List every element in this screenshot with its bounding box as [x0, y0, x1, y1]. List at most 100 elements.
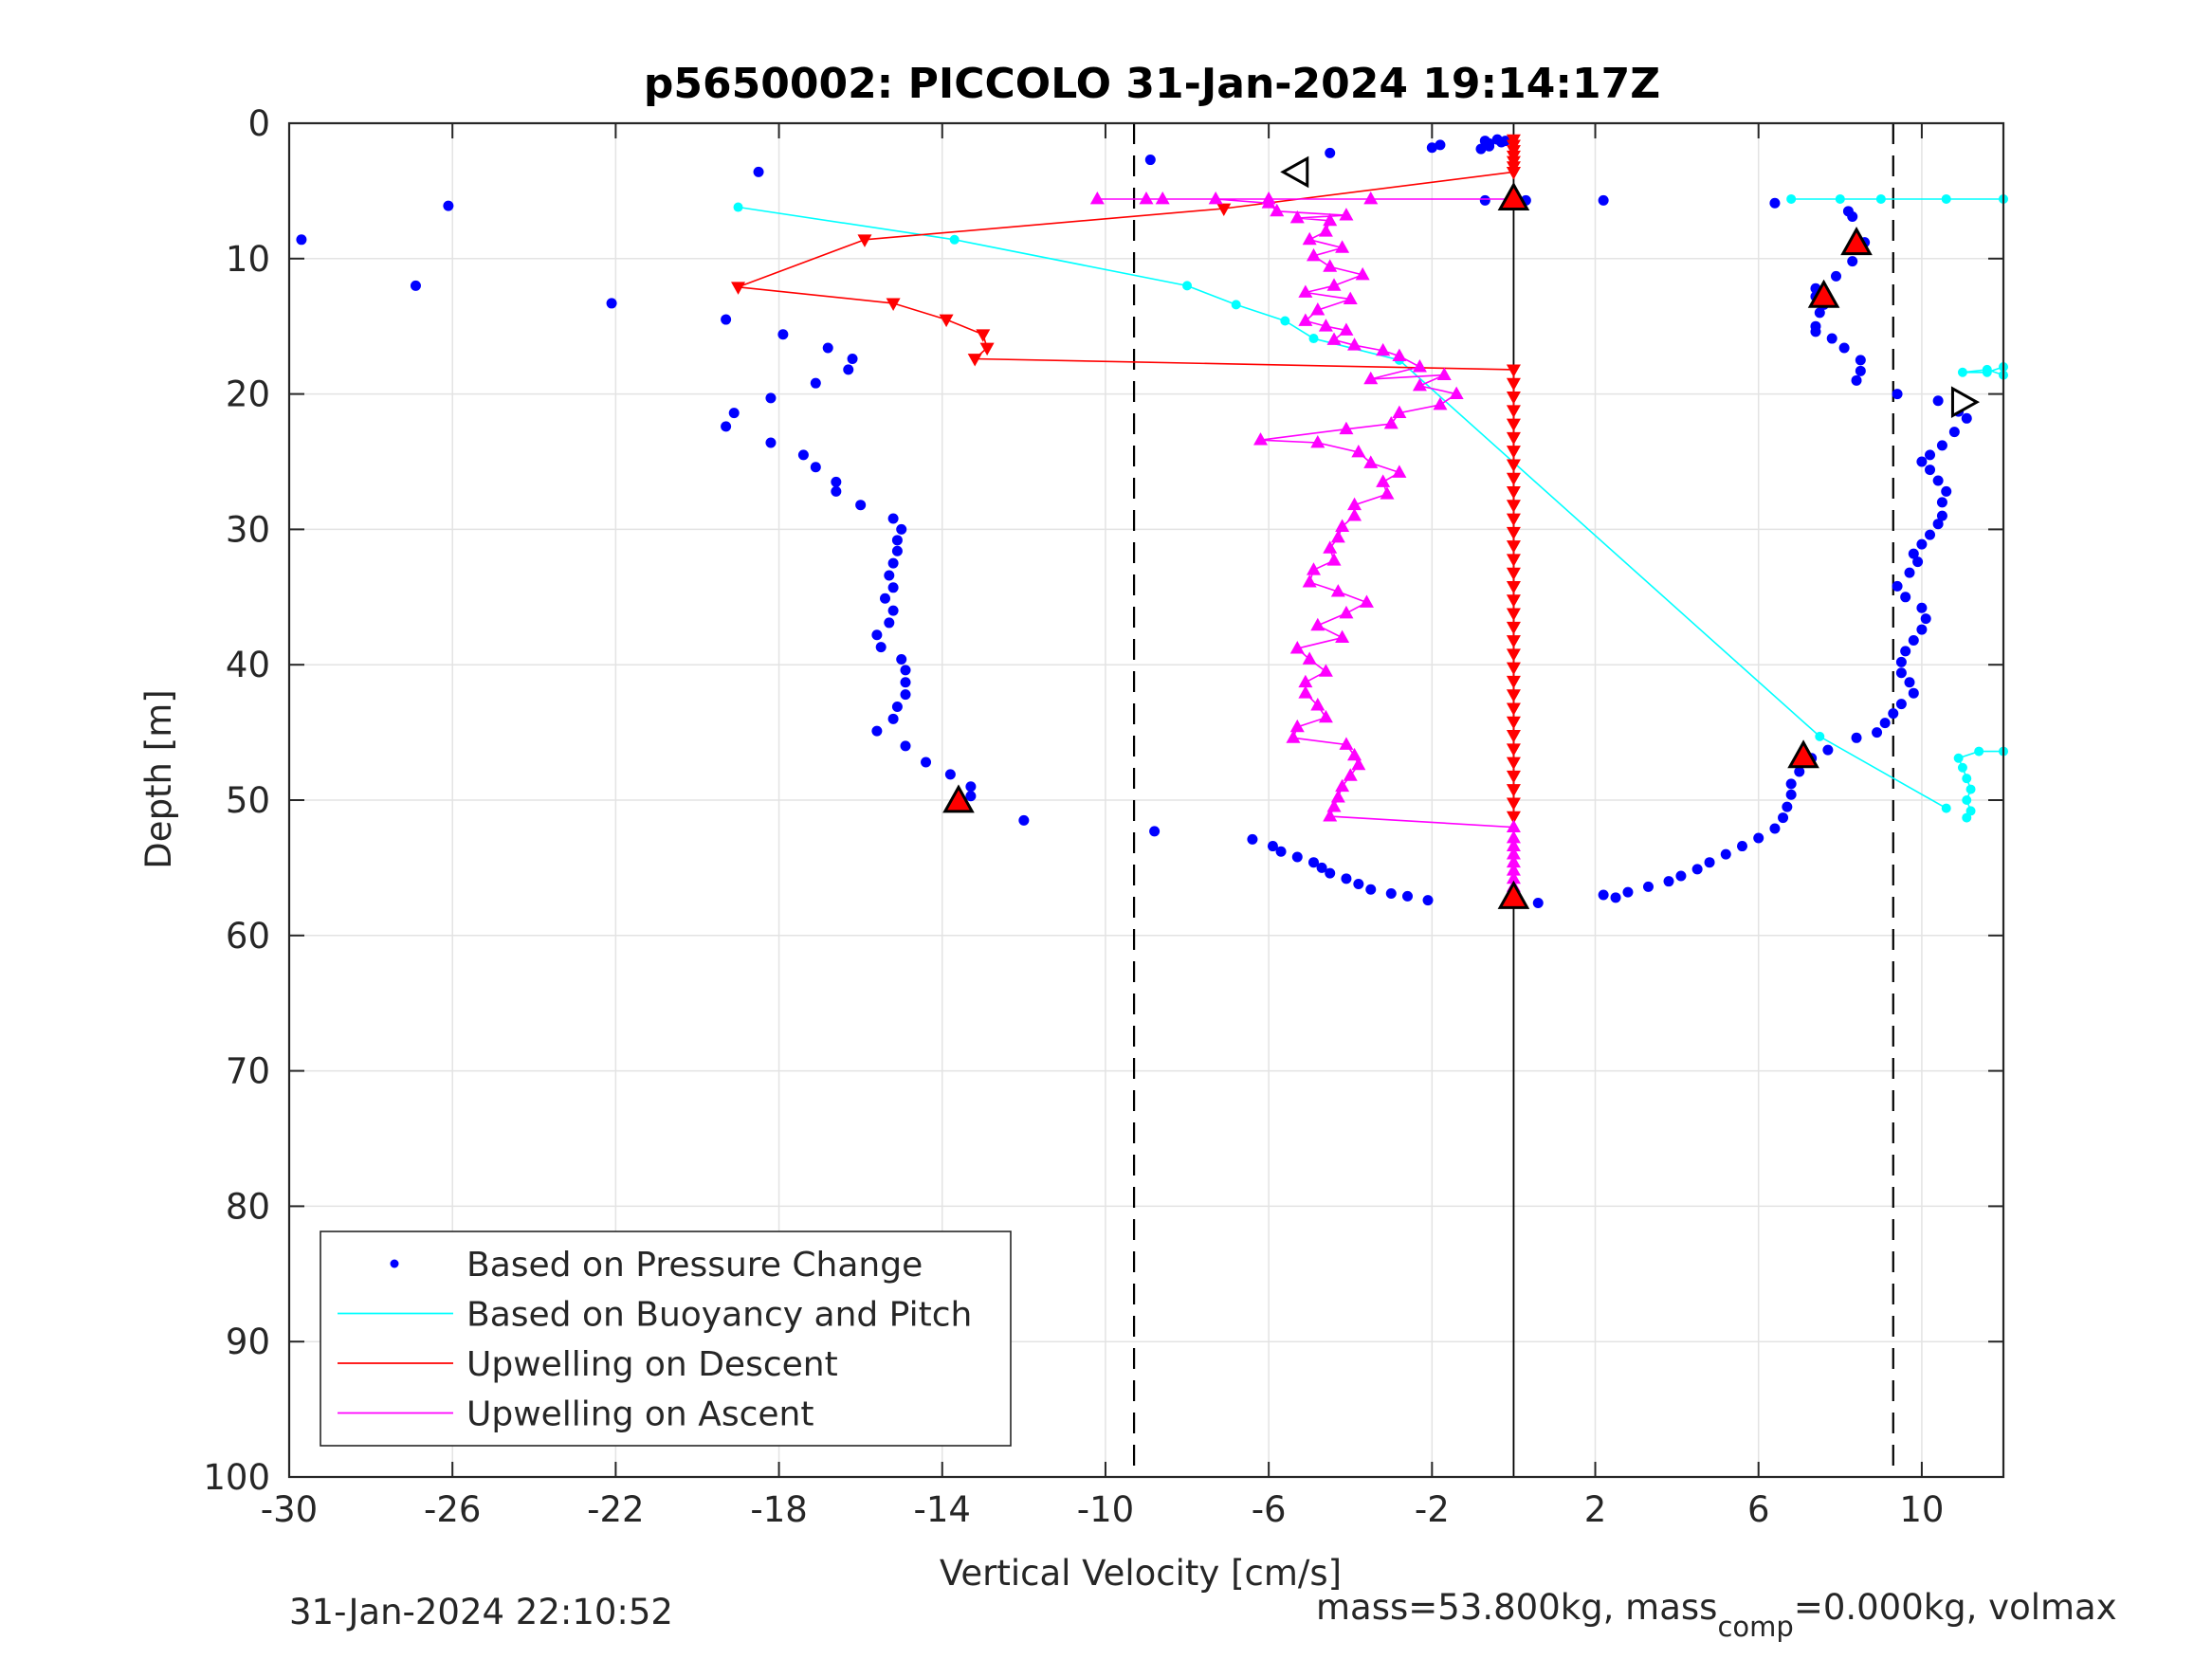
data-point: [855, 500, 867, 511]
event-marker: [942, 784, 975, 813]
data-point: [896, 523, 907, 535]
event-marker: [1280, 155, 1309, 189]
data-point: [1916, 602, 1928, 613]
data-point: [857, 234, 872, 247]
y-tick-label: 40: [226, 645, 270, 685]
data-point: [1815, 731, 1825, 741]
data-point: [1339, 208, 1354, 221]
series-upwelling-on-ascent: [1089, 191, 1521, 901]
data-point: [810, 377, 821, 389]
data-point: [1720, 848, 1731, 860]
footer-mass-prefix: mass=53.800kg, mass: [1316, 1587, 1717, 1628]
data-point: [1506, 863, 1521, 876]
data-point: [1298, 674, 1313, 688]
data-point: [1310, 434, 1325, 448]
data-point: [1310, 617, 1325, 631]
data-point: [879, 592, 890, 604]
data-point: [765, 437, 777, 448]
data-point: [1892, 580, 1903, 592]
data-point: [1363, 191, 1379, 205]
data-point: [1769, 823, 1781, 834]
data-point: [1323, 212, 1338, 227]
data-point: [900, 689, 911, 701]
data-point: [1325, 867, 1336, 879]
data-point: [1506, 689, 1521, 702]
data-point: [1347, 747, 1362, 761]
data-point: [1892, 389, 1903, 400]
data-point: [733, 202, 743, 212]
data-point: [1506, 757, 1521, 771]
data-point: [1908, 634, 1919, 646]
data-point: [921, 757, 932, 768]
legend-label: Upwelling on Descent: [466, 1345, 838, 1384]
data-point: [1506, 364, 1521, 377]
data-point: [831, 476, 842, 487]
data-point: [765, 392, 777, 404]
legend-entry: Upwelling on Descent: [338, 1345, 838, 1384]
tick-layer: -30 -26 -22 -18 -14 -10 -6 -2 2 6 1001020304050607…: [203, 103, 2003, 1530]
data-point: [1359, 594, 1374, 608]
data-point: [1916, 538, 1928, 550]
data-point: [1814, 307, 1825, 319]
data-point: [1506, 486, 1521, 500]
data-point: [753, 166, 764, 177]
data-point: [1900, 646, 1911, 657]
data-point: [1339, 322, 1354, 336]
data-point: [944, 769, 956, 780]
data-point: [1330, 790, 1345, 803]
data-point: [1253, 432, 1269, 446]
data-point: [1778, 812, 1789, 824]
data-point: [1302, 231, 1317, 246]
x-tick-label: -6: [1252, 1489, 1287, 1530]
series-line: [738, 171, 1515, 817]
data-point: [728, 408, 740, 419]
data-point: [1412, 359, 1427, 373]
event-marker: [1807, 279, 1840, 308]
data-point: [1753, 832, 1764, 844]
series-based-on-buoyancy-and-pitch: [733, 193, 2008, 823]
data-point: [1385, 888, 1397, 900]
data-point: [900, 665, 911, 676]
series-line: [1097, 198, 1515, 895]
x-axis-label: Vertical Velocity [cm/s]: [940, 1553, 1342, 1594]
data-point: [949, 234, 960, 245]
data-point: [1435, 139, 1446, 151]
data-point: [1355, 266, 1370, 281]
data-point: [1506, 819, 1521, 832]
legend-swatch: [390, 1259, 399, 1268]
data-point: [967, 354, 982, 367]
data-point: [875, 642, 887, 653]
data-point: [1298, 284, 1313, 298]
legend-entry: Based on Buoyancy and Pitch: [338, 1296, 972, 1335]
data-point: [896, 653, 907, 665]
data-point: [1642, 881, 1654, 892]
data-point: [810, 462, 821, 473]
data-point: [1794, 766, 1805, 777]
data-point: [1908, 687, 1919, 699]
data-point: [1506, 392, 1521, 405]
data-point: [1339, 605, 1354, 619]
data-point: [1916, 456, 1928, 467]
data-point: [1231, 300, 1241, 310]
data-point: [1318, 664, 1333, 677]
data-point: [1506, 472, 1521, 486]
data-point: [843, 364, 854, 375]
data-point: [1916, 624, 1928, 635]
data-point: [1506, 526, 1521, 540]
data-point: [1323, 259, 1338, 272]
data-point: [1267, 841, 1278, 852]
data-point: [1353, 879, 1364, 890]
data-point: [1323, 540, 1338, 554]
legend-box: [320, 1231, 1012, 1447]
legend-label: Based on Pressure Change: [466, 1246, 923, 1285]
data-point: [1663, 876, 1674, 887]
data-point: [1335, 519, 1350, 532]
x-tick-label: -14: [914, 1489, 971, 1530]
data-point: [1436, 367, 1452, 381]
data-point: [1149, 826, 1161, 837]
data-point: [1506, 716, 1521, 730]
data-point: [1965, 806, 1976, 816]
data-point: [1139, 191, 1154, 205]
data-point: [1302, 574, 1317, 588]
